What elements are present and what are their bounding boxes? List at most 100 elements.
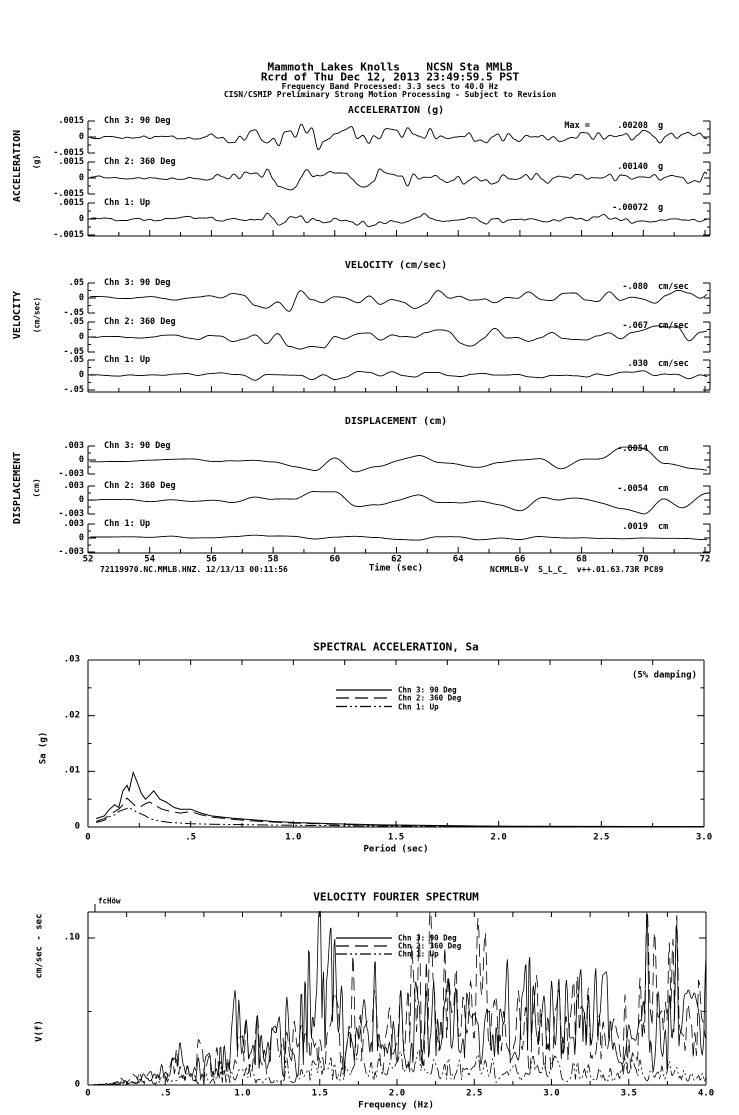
legend-item-label: Chn 2: 360 Deg — [398, 693, 462, 703]
sa-ytick-label: .01 — [63, 765, 80, 776]
fourier-ytick-label: .10 — [63, 932, 80, 943]
trace-ytick-top: .003 — [63, 480, 84, 491]
trace-ytick-bottom: -.003 — [58, 468, 84, 479]
displacement-section-title: DISPLACEMENT (cm) — [344, 416, 448, 427]
waveform-path — [89, 289, 708, 312]
max-value-label: -.067 — [622, 320, 648, 331]
trace-ytick-bottom: -.05 — [63, 384, 84, 395]
legend-item-label: Chn 3: 90 Deg — [398, 685, 457, 695]
fourier-xtick-label: 3.5 — [620, 1088, 637, 1099]
station-title: Mammoth Lakes Knolls NCSN Sta MMLB — [267, 60, 513, 74]
trace-ytick-zero: 0 — [78, 331, 84, 342]
time-tick-label: 70 — [637, 554, 649, 565]
legend-item-label: Chn 3: 90 Deg — [398, 933, 457, 943]
channel-label: Chn 1: Up — [104, 518, 151, 529]
max-value-label: .0019 — [622, 521, 648, 532]
fourier-xtick-label: 2.0 — [388, 1088, 406, 1099]
acceleration-axis-unit: (g) — [32, 154, 41, 170]
max-value-label: .00140 — [617, 161, 648, 172]
sa-xtick-label: 3.0 — [695, 832, 713, 843]
velocity-axis-unit: (cm/sec) — [32, 296, 42, 334]
max-prefix-label: Max = — [564, 120, 590, 131]
channel-label: Chn 3: 90 Deg — [104, 277, 171, 288]
waveform-path — [90, 534, 707, 541]
sa-ytick-label: .02 — [63, 710, 80, 721]
time-tick-label: 68 — [576, 554, 588, 565]
fourier-ytick-zero: 0 — [74, 1079, 80, 1090]
fourier-xtick-label: 1.0 — [234, 1088, 251, 1099]
time-tick-label: 62 — [391, 554, 402, 565]
waveform-path — [89, 325, 708, 350]
max-value-label: -.0054 — [617, 443, 648, 454]
trace-ytick-zero: 0 — [78, 454, 84, 465]
legend-item-label: Chn 1: Up — [398, 949, 439, 959]
fourier-y-axis-unit: cm/sec - sec — [34, 913, 45, 979]
damping-annotation: (5% damping) — [631, 670, 697, 681]
max-value-label: .00208 — [617, 120, 648, 131]
waveform-path — [89, 168, 708, 191]
fc-corner-label: fcHöw — [98, 896, 121, 906]
max-unit-label: g — [658, 120, 664, 131]
waveform-path — [89, 123, 708, 151]
channel-label: Chn 2: 360 Deg — [104, 316, 176, 327]
fourier-x-axis-label: Frequency (Hz) — [358, 1100, 434, 1111]
max-unit-label: cm — [658, 443, 669, 454]
sa-chart-title: SPECTRAL ACCELERATION, Sa — [313, 640, 479, 654]
time-tick-label: 52 — [82, 554, 94, 565]
sa-xtick-label: .5 — [185, 832, 197, 843]
sa-xtick-label: 0 — [85, 832, 91, 843]
trace-ytick-zero: 0 — [78, 494, 84, 505]
trace-ytick-bottom: -.05 — [63, 346, 84, 357]
trace-ytick-top: .003 — [63, 518, 84, 529]
max-value-label: -.00072 — [612, 202, 648, 213]
record-id-footer: 72119970.NC.MMLB.HNZ. 12/13/13 00:11:56 — [100, 565, 288, 574]
sa-xtick-label: 2.5 — [593, 832, 610, 843]
legend-item-label: Chn 2: 360 Deg — [398, 941, 462, 951]
trace-ytick-bottom: -.003 — [58, 508, 84, 519]
trace-ytick-bottom: -.0015 — [53, 188, 84, 199]
time-tick-label: 58 — [267, 554, 279, 565]
trace-ytick-zero: 0 — [78, 532, 84, 543]
trace-ytick-zero: 0 — [78, 131, 84, 142]
waveform-path — [96, 806, 705, 828]
waveform-path — [96, 797, 705, 828]
max-unit-label: cm/sec — [658, 281, 689, 292]
fourier-chart-title: VELOCITY FOURIER SPECTRUM — [313, 890, 479, 904]
trace-ytick-zero: 0 — [78, 292, 84, 303]
fourier-xtick-label: 3.0 — [543, 1088, 560, 1099]
time-tick-label: 56 — [205, 554, 217, 565]
trace-ytick-top: .05 — [68, 277, 84, 288]
trace-ytick-zero: 0 — [78, 369, 84, 380]
time-tick-label: 54 — [144, 554, 156, 565]
waveform-path — [89, 446, 707, 473]
frequency-band-line: Frequency Band Processed: 3.3 secs to 40… — [281, 81, 499, 91]
waveform-path — [89, 491, 708, 515]
max-unit-label: g — [658, 161, 664, 172]
sa-ytick-label: 0 — [74, 821, 80, 832]
time-tick-label: 60 — [329, 554, 341, 565]
channel-label: Chn 1: Up — [104, 354, 151, 365]
max-value-label: -.080 — [622, 281, 648, 292]
fourier-xtick-label: 1.5 — [311, 1088, 328, 1099]
fourier-xtick-label: .5 — [159, 1088, 171, 1099]
time-tick-label: 64 — [452, 554, 464, 565]
sa-x-axis-label: Period (sec) — [363, 844, 429, 855]
channel-label: Chn 1: Up — [104, 197, 151, 208]
trace-ytick-bottom: -.003 — [58, 546, 84, 557]
displacement-axis-unit: (cm) — [32, 478, 41, 498]
channel-label: Chn 3: 90 Deg — [104, 115, 171, 126]
trace-ytick-top: .0015 — [58, 156, 84, 167]
fourier-xtick-label: 2.5 — [466, 1088, 483, 1099]
max-unit-label: g — [658, 202, 664, 213]
max-unit-label: cm — [658, 483, 669, 494]
max-unit-label: cm/sec — [658, 320, 689, 331]
acceleration-axis-label: ACCELERATION — [12, 129, 23, 203]
waveform-path — [88, 1048, 707, 1086]
trace-ytick-zero: 0 — [78, 213, 84, 224]
processing-notice-line: CISN/CSMIP Preliminary Strong Motion Pro… — [223, 89, 557, 99]
max-unit-label: cm — [658, 521, 669, 532]
waveform-path — [89, 212, 708, 228]
trace-ytick-bottom: -.0015 — [53, 229, 84, 240]
